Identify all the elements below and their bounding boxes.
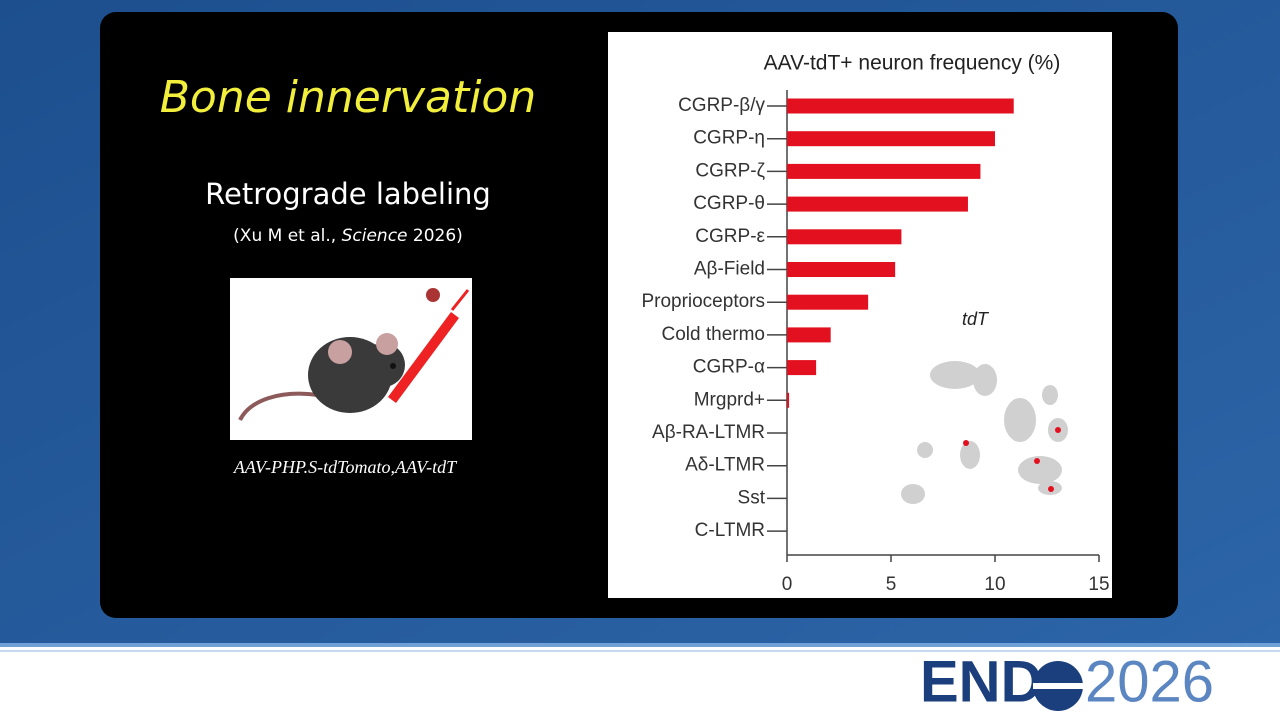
- bar: [787, 196, 968, 212]
- citation-text: (Xu M et al.,: [233, 226, 341, 246]
- bar: [787, 229, 902, 245]
- bar: [787, 327, 831, 343]
- y-tick-label: Proprioceptors: [641, 291, 765, 312]
- y-tick-label: Cold thermo: [662, 324, 766, 345]
- bar: [787, 392, 790, 408]
- y-tick-label: Sst: [738, 487, 766, 508]
- y-tick-label: CGRP-ε: [695, 226, 765, 247]
- caption: AAV-PHP.S-tdTomato,AAV-tdT: [233, 457, 458, 477]
- footer-line: [0, 650, 1280, 652]
- logo-text: END: [920, 649, 1042, 714]
- y-tick-label: CGRP-ζ: [695, 160, 765, 181]
- mouse-illustration: [230, 278, 472, 440]
- x-tick-label: 5: [886, 574, 897, 595]
- y-tick-label: CGRP-β/γ: [678, 95, 765, 116]
- y-tick-label: Aβ-RA-LTMR: [652, 422, 765, 443]
- x-tick-label: 15: [1088, 574, 1109, 595]
- bar: [787, 131, 995, 147]
- citation-journal: Science: [342, 226, 408, 246]
- umap-illustration: [901, 361, 1068, 504]
- y-tick-label: C-LTMR: [695, 520, 765, 541]
- logo-text: 2026: [1085, 649, 1214, 714]
- citation: (Xu M et al., Science 2026): [233, 226, 463, 246]
- bar: [787, 163, 981, 179]
- y-tick-label: CGRP-α: [693, 357, 765, 378]
- logo: END 2026: [920, 649, 1214, 714]
- bar: [787, 98, 1014, 114]
- y-tick-label: CGRP-θ: [693, 193, 765, 214]
- slide-title: Bone innervation: [160, 72, 537, 123]
- bar: [787, 360, 817, 376]
- bar: [787, 262, 896, 277]
- chart-panel: [608, 32, 1112, 598]
- x-tick-label: 10: [984, 574, 1005, 595]
- footer-line: [0, 643, 1280, 647]
- slide-subtitle: Retrograde labeling: [205, 177, 491, 211]
- y-tick-label: Aδ-LTMR: [685, 455, 765, 476]
- citation-text: 2026): [408, 226, 463, 246]
- y-tick-label: Mrgprd+: [694, 389, 765, 410]
- bar: [787, 294, 869, 310]
- y-tick-label: CGRP-η: [693, 128, 765, 149]
- chart-title: AAV-tdT+ neuron frequency (%): [764, 52, 1061, 75]
- annotation: tdT: [962, 309, 990, 329]
- x-tick-label: 0: [782, 574, 793, 595]
- y-tick-label: Aβ-Field: [694, 259, 765, 280]
